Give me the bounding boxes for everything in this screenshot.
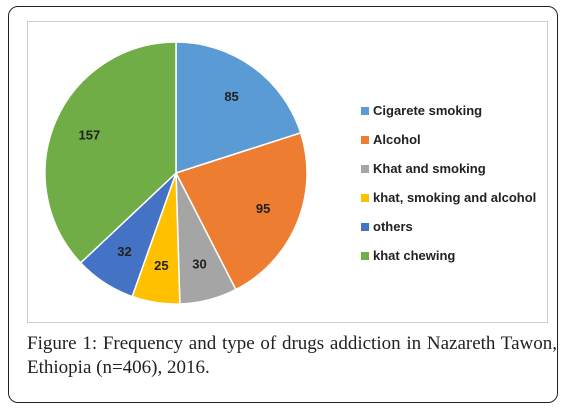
chart-area: 85 95 30 25 32 157 Cigarete smoking Alcohol Kha…: [27, 21, 548, 323]
figure-label: Figure 1:: [27, 333, 98, 354]
data-label-khat-smoking-and-alcohol: 25: [154, 258, 168, 273]
chart-legend: Cigarete smoking Alcohol Khat and smoking k…: [361, 96, 536, 270]
data-label-khat-chewing: 157: [79, 128, 101, 143]
legend-swatch: [361, 135, 369, 144]
legend-swatch: [361, 222, 369, 231]
legend-swatch: [361, 193, 369, 202]
legend-swatch: [361, 251, 369, 260]
legend-swatch: [361, 164, 369, 173]
legend-label: khat, smoking and alcohol: [373, 190, 537, 205]
pie-chart: 85 95 30 25 32 157: [44, 41, 308, 305]
legend-item-alcohol: Alcohol: [361, 125, 536, 154]
legend-label: khat chewing: [373, 248, 456, 263]
legend-label: Khat and smoking: [373, 161, 486, 176]
data-label-khat-and-smoking: 30: [192, 256, 206, 271]
legend-item-khat-and-smoking: Khat and smoking: [361, 154, 536, 183]
legend-item-khat-chewing: khat chewing: [361, 241, 536, 270]
pie-slice-khat-chewing: [44, 41, 177, 264]
caption-text: Frequency and type of drugs addiction in…: [27, 333, 557, 378]
legend-label: Cigarete smoking: [373, 103, 483, 118]
figure-frame: 85 95 30 25 32 157 Cigarete smoking Alcohol Kha…: [8, 6, 558, 403]
pie-slice-cigarete-smoking: [175, 41, 302, 175]
legend-item-others: others: [361, 212, 536, 241]
data-label-cigarete-smoking: 85: [224, 89, 238, 104]
pie-slice-alcohol: [174, 131, 308, 291]
figure-caption: Figure 1: Frequency and type of drugs ad…: [27, 332, 557, 380]
data-label-others: 32: [117, 244, 131, 259]
legend-item-khat-smoking-and-alcohol: khat, smoking and alcohol: [361, 183, 536, 212]
data-label-alcohol: 95: [256, 201, 270, 216]
legend-swatch: [361, 106, 369, 115]
legend-label: Alcohol: [373, 132, 421, 147]
legend-item-cigarete-smoking: Cigarete smoking: [361, 96, 536, 125]
legend-label: others: [373, 219, 413, 234]
